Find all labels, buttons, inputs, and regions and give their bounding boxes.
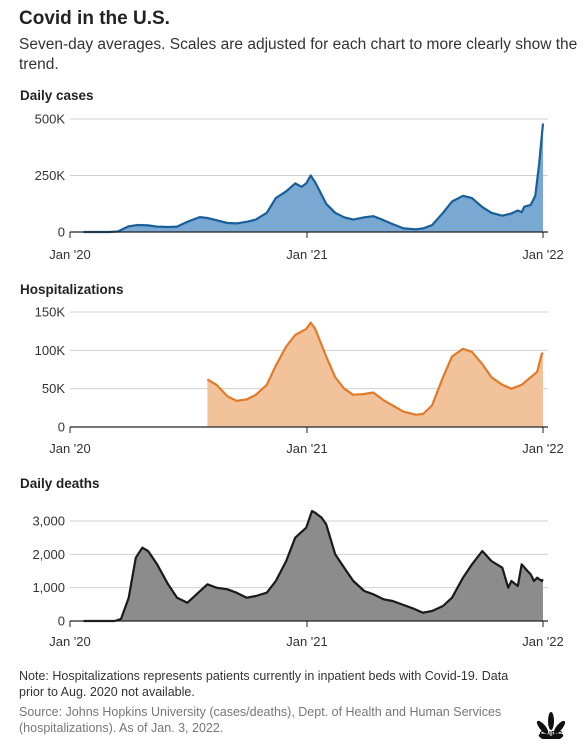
- y-tick-label: 100K: [35, 343, 66, 358]
- y-tick-label: 0: [58, 614, 65, 629]
- chart-title-daily-deaths: Daily deaths: [20, 476, 100, 491]
- y-tick-label: 2,000: [32, 547, 65, 562]
- page-subtitle: Seven-day averages. Scales are adjusted …: [19, 36, 578, 73]
- chart-title-daily-cases: Daily cases: [20, 88, 94, 103]
- y-tick-label: 250K: [35, 168, 66, 183]
- y-tick-label: 50K: [42, 381, 65, 396]
- x-tick-label: Jan '22: [522, 634, 564, 649]
- x-tick-label: Jan '20: [49, 247, 91, 262]
- series-area: [83, 123, 543, 232]
- series-line: [206, 321, 544, 416]
- x-tick-label: Jan '20: [49, 634, 91, 649]
- x-tick-label: Jan '21: [286, 634, 328, 649]
- y-tick-label: 500K: [35, 112, 66, 127]
- y-tick-label: 150K: [35, 305, 66, 320]
- x-tick-label: Jan '22: [522, 441, 564, 456]
- series-line: [83, 123, 545, 234]
- logo-wordmark: CNBC: [539, 730, 562, 739]
- series-area: [207, 322, 543, 427]
- y-tick-label: 0: [58, 420, 65, 435]
- series-line: [83, 509, 544, 623]
- y-tick-label: 1,000: [32, 580, 65, 595]
- charts-canvas: 0 250K 500K Jan '20 Jan '21 Jan '22 0 50K 100K 15…: [32, 112, 564, 650]
- x-tick-label: Jan '20: [49, 441, 91, 456]
- cnbc-logo: CNBC: [528, 703, 574, 744]
- footnote: Note: Hospitalizations represents patien…: [19, 669, 509, 699]
- peacock-icon: CNBC: [536, 712, 566, 741]
- x-tick-label: Jan '21: [286, 247, 328, 262]
- y-tick-label: 0: [58, 225, 65, 240]
- y-tick-label: 3,000: [32, 514, 65, 529]
- x-tick-label: Jan '22: [522, 247, 564, 262]
- x-tick-label: Jan '21: [286, 441, 328, 456]
- source-note: Source: Johns Hopkins University (cases/…: [19, 705, 502, 735]
- chart-title-hospitalizations: Hospitalizations: [20, 282, 124, 297]
- page-title: Covid in the U.S.: [19, 8, 170, 29]
- series-area: [83, 511, 543, 621]
